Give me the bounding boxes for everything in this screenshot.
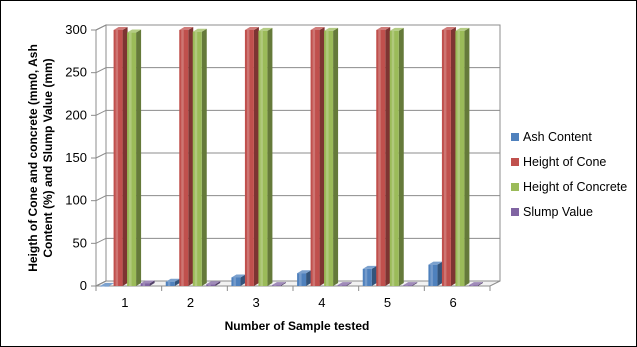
plot-walls bbox=[95, 24, 501, 287]
y-tick-label: 200 bbox=[65, 107, 87, 122]
bars bbox=[100, 27, 483, 287]
gridline bbox=[95, 237, 500, 244]
x-tick-label: 5 bbox=[384, 295, 391, 310]
gridline bbox=[95, 109, 500, 116]
legend-item: Ash Content bbox=[511, 130, 592, 144]
legend: Ash Content Height of Cone Height of Concr… bbox=[511, 130, 627, 219]
bar bbox=[127, 29, 142, 287]
legend-item: Height of Cone bbox=[511, 155, 606, 169]
bar bbox=[297, 270, 312, 286]
x-tick-labels: 1 2 3 4 5 6 bbox=[121, 295, 457, 310]
x-axis-label: Number of Sample tested bbox=[225, 319, 370, 333]
legend-swatch bbox=[511, 208, 519, 216]
legend-label: Height of Concrete bbox=[523, 180, 627, 194]
bar bbox=[324, 27, 339, 286]
y-axis-label-line-1: Heigth of Cone and concrete (mm0, Ash bbox=[26, 44, 40, 272]
bar bbox=[441, 27, 456, 286]
bar bbox=[192, 28, 207, 287]
y-tick-label: 50 bbox=[73, 235, 87, 250]
x-tick-label: 2 bbox=[187, 295, 194, 310]
legend-label: Height of Cone bbox=[523, 155, 606, 169]
legend-swatch bbox=[511, 133, 519, 141]
gridline bbox=[95, 152, 500, 159]
bar bbox=[428, 261, 443, 286]
x-tick-label: 1 bbox=[121, 295, 128, 310]
bar bbox=[165, 278, 180, 286]
bar bbox=[362, 265, 377, 286]
bar bbox=[113, 27, 128, 286]
y-tick-label: 150 bbox=[65, 150, 87, 165]
bar bbox=[244, 27, 259, 286]
y-axis-label-line-2: Content (%) and Slump Value (mm) bbox=[41, 58, 55, 257]
bar bbox=[140, 280, 155, 286]
gridline bbox=[95, 195, 500, 202]
bar bbox=[258, 27, 273, 286]
x-tick-label: 4 bbox=[318, 295, 325, 310]
y-tick-label: 0 bbox=[80, 278, 87, 293]
bar bbox=[455, 27, 470, 286]
bar bbox=[403, 282, 418, 286]
legend-swatch bbox=[511, 183, 519, 191]
legend-item: Slump Value bbox=[511, 205, 593, 219]
bar bbox=[206, 281, 221, 286]
bar bbox=[271, 282, 286, 286]
bar bbox=[231, 274, 246, 286]
bar bbox=[389, 27, 404, 286]
bar bbox=[310, 27, 325, 286]
legend-label: Ash Content bbox=[523, 130, 592, 144]
y-tick-label: 100 bbox=[65, 193, 87, 208]
legend-swatch bbox=[511, 158, 519, 166]
bar bbox=[100, 283, 115, 287]
y-tick-labels: 0 50 100 150 200 250 300 bbox=[65, 22, 87, 293]
y-tick-label: 300 bbox=[65, 22, 87, 37]
gridline bbox=[95, 67, 500, 74]
x-tick-label: 6 bbox=[450, 295, 457, 310]
legend-label: Slump Value bbox=[523, 205, 593, 219]
gridline bbox=[95, 24, 500, 31]
bar bbox=[179, 27, 194, 286]
legend-item: Height of Concrete bbox=[511, 180, 627, 194]
bar bbox=[468, 282, 483, 286]
x-tick-label: 3 bbox=[253, 295, 260, 310]
y-tick-label: 250 bbox=[65, 65, 87, 80]
bar bbox=[376, 27, 391, 286]
bar bbox=[337, 282, 352, 286]
